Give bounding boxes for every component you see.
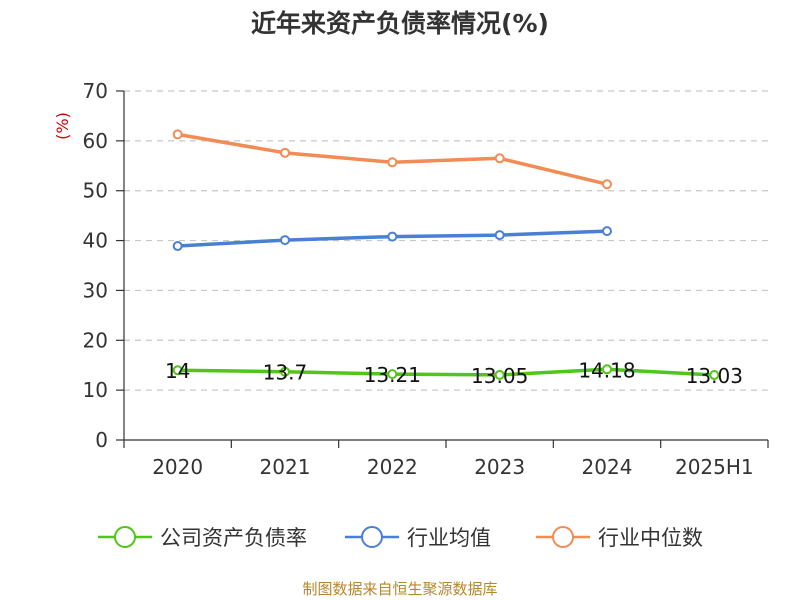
legend-swatch-marker — [552, 526, 574, 548]
series-line — [177, 367, 715, 377]
x-tick-label: 2022 — [367, 455, 418, 479]
data-point — [387, 369, 398, 380]
y-tick-label: 0 — [95, 428, 108, 452]
data-source-note: 制图数据来自恒生聚源数据库 — [302, 580, 498, 598]
x-tick-label: 2024 — [582, 455, 633, 479]
legend-swatch-marker — [361, 526, 383, 548]
data-label: 13.21 — [364, 363, 421, 387]
data-label: 14.18 — [578, 358, 635, 382]
legend-swatch-marker — [114, 526, 136, 548]
data-point — [387, 231, 398, 242]
data-point — [709, 370, 720, 381]
x-tick-label: 2025H1 — [675, 455, 754, 479]
y-tick-label: 60 — [83, 129, 108, 153]
x-tick-label: 2021 — [260, 455, 311, 479]
y-tick-label: 70 — [83, 79, 108, 103]
y-axis-label: (%) — [53, 112, 72, 140]
data-point — [280, 366, 290, 377]
data-point — [280, 235, 290, 246]
y-tick-label: 20 — [83, 328, 108, 352]
data-point — [494, 153, 505, 164]
y-tick-label: 50 — [83, 179, 108, 203]
y-tick-label: 40 — [83, 229, 108, 253]
data-label: 13.03 — [686, 364, 743, 388]
data-label: 13.05 — [471, 364, 528, 388]
data-label: 13.7 — [263, 361, 308, 385]
data-point — [494, 369, 505, 380]
legend-label: 行业中位数 — [598, 526, 703, 550]
data-point — [172, 241, 183, 252]
data-point — [172, 365, 183, 376]
data-point — [172, 129, 183, 140]
data-point — [280, 147, 290, 158]
legend-label: 公司资产负债率 — [160, 526, 307, 550]
data-point — [602, 364, 612, 375]
y-tick-label: 10 — [83, 378, 108, 402]
x-tick-label: 2023 — [474, 455, 525, 479]
y-tick-label: 30 — [83, 278, 108, 302]
x-tick-label: 2020 — [152, 455, 203, 479]
data-point — [602, 179, 612, 190]
chart-title: 近年来资产负债率情况(%) — [251, 9, 549, 38]
data-point — [602, 226, 612, 237]
data-point — [387, 157, 398, 168]
legend-label: 行业均值 — [407, 526, 491, 550]
data-point — [494, 230, 505, 241]
data-label: 14 — [165, 359, 190, 383]
